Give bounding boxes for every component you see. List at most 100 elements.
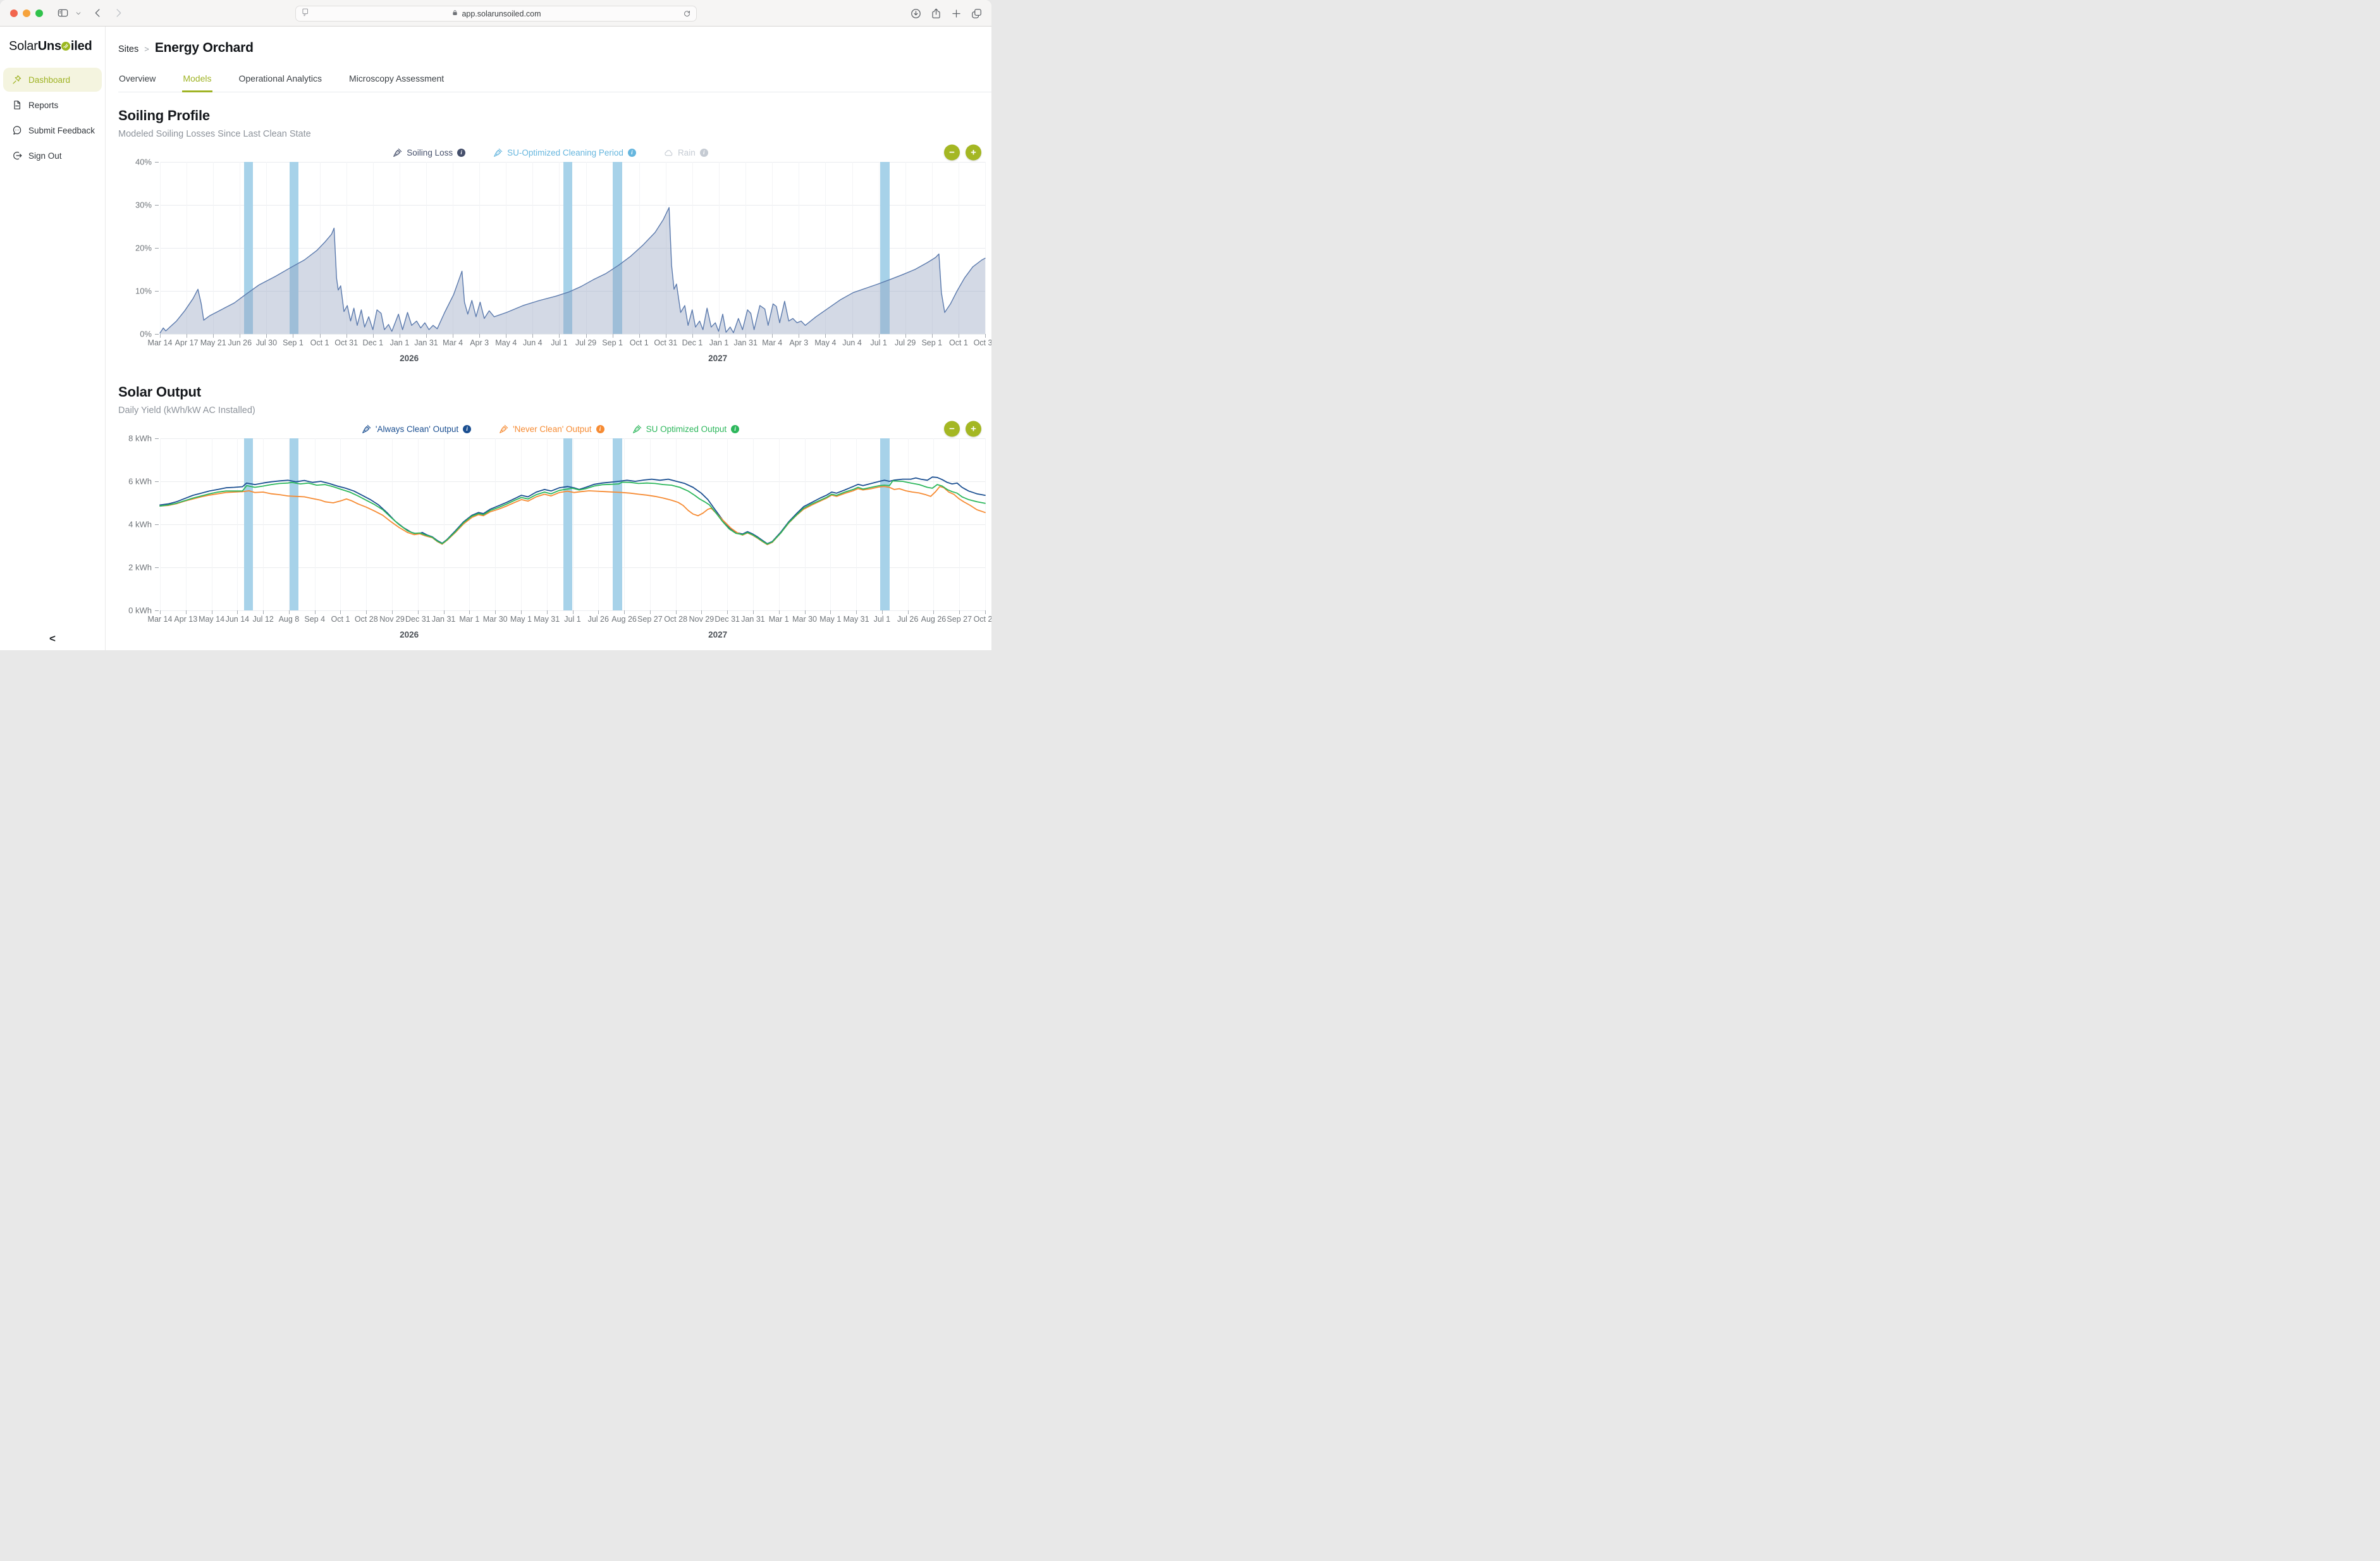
gridline [266, 162, 267, 334]
output-legend: 'Always Clean' Output i 'Never Clean' Outp… [160, 424, 941, 434]
gridline [745, 162, 747, 334]
zoom-in-button[interactable]: + [966, 421, 981, 437]
x-tick-label: Jun 4 [842, 338, 862, 347]
reload-icon[interactable] [683, 9, 691, 18]
legend-label: SU Optimized Output [646, 424, 727, 434]
tab-microscopy-assessment[interactable]: Microscopy Assessment [349, 73, 445, 83]
zoom-in-button[interactable]: + [966, 144, 981, 161]
x-tick-mark [443, 610, 445, 614]
x-tick-mark [495, 610, 496, 614]
output-legend-row: 'Always Clean' Output i 'Never Clean' Outp… [118, 421, 991, 437]
share-icon[interactable] [930, 8, 942, 20]
sidebar-item-sign-out[interactable]: Sign Out [3, 144, 102, 168]
address-bar[interactable]: app.solarunsoiled.com [295, 6, 697, 22]
downloads-icon[interactable] [910, 8, 922, 20]
legend-item-never-clean-output[interactable]: 'Never Clean' Output i [499, 424, 604, 434]
legend-item-always-clean-output[interactable]: 'Always Clean' Output i [362, 424, 472, 434]
x-tick-label: May 1 [819, 615, 842, 624]
x-tick-mark [985, 610, 986, 614]
legend-item-soiling-loss[interactable]: Soiling Loss i [393, 148, 466, 157]
x-tick-mark [559, 334, 560, 338]
legend-item-su-optimized-cleaning-period[interactable]: SU-Optimized Cleaning Period i [493, 148, 636, 157]
x-tick-mark [692, 334, 693, 338]
x-tick-label: May 21 [200, 338, 226, 347]
x-tick-mark [727, 610, 728, 614]
chevron-down-icon[interactable] [75, 10, 82, 16]
legend-item-rain[interactable]: Rain i [664, 148, 708, 157]
x-tick-label: Aug 26 [611, 615, 637, 624]
zoom-out-button[interactable]: − [944, 421, 960, 437]
gridline [160, 162, 161, 334]
info-icon[interactable]: i [699, 148, 708, 157]
close-window-button[interactable] [10, 9, 18, 17]
sidebar-item-submit-feedback[interactable]: Submit Feedback [3, 118, 102, 142]
sidebar-item-label: Submit Feedback [28, 125, 95, 135]
x-tick-label: Oct 28 [664, 615, 688, 624]
y-tick-label: 20% [135, 243, 152, 253]
x-tick-label: May 31 [843, 615, 869, 624]
sidebar-toggle-icon[interactable] [57, 7, 69, 19]
sidebar-collapse-button[interactable]: < [49, 632, 56, 645]
gridline [649, 438, 651, 610]
output-plot-area[interactable]: 8 kWh 6 kWh 4 kWh 2 kWh 0 kWh [128, 434, 985, 615]
gridline [825, 162, 826, 334]
x-tick-label: Jul 12 [252, 615, 274, 624]
x-tick-label: Apr 3 [470, 338, 489, 347]
gridline [905, 162, 906, 334]
sidebar-item-reports[interactable]: Reports [3, 93, 102, 117]
tab-overview[interactable]: Overview [119, 73, 156, 83]
gridline [692, 162, 693, 334]
new-tab-icon[interactable] [950, 8, 962, 20]
x-tick-label: Jul 1 [564, 615, 581, 624]
cleaning-period-band [289, 162, 299, 334]
tab-operational-analytics[interactable]: Operational Analytics [238, 73, 322, 83]
gridline [852, 162, 853, 334]
tab-models[interactable]: Models [182, 67, 212, 92]
back-button[interactable] [92, 7, 104, 19]
minimize-window-button[interactable] [23, 9, 30, 17]
x-tick-label: Jul 1 [873, 615, 891, 624]
x-tick-label: Sep 1 [602, 338, 623, 347]
x-tick-label: Dec 31 [715, 615, 740, 624]
x-tick-mark [160, 610, 161, 614]
breadcrumb-sites-link[interactable]: Sites [118, 44, 139, 54]
always-clean-output-line [160, 477, 985, 543]
section-subtitle-output: Daily Yield (kWh/kW AC Installed) [118, 405, 255, 416]
year-label: 2026 [400, 630, 419, 639]
x-tick-label: Mar 14 [147, 615, 173, 624]
cloud-icon [664, 148, 673, 157]
forward-button[interactable] [113, 7, 125, 19]
page-title: Energy Orchard [154, 40, 254, 55]
gridline [572, 438, 574, 610]
sidebar-item-dashboard[interactable]: Dashboard [3, 68, 102, 92]
sidebar-item-label: Sign Out [28, 151, 62, 161]
x-tick-mark [985, 334, 986, 338]
info-icon[interactable]: i [457, 148, 466, 157]
page-settings-icon[interactable] [301, 8, 310, 20]
y-tick-label: 0 kWh [128, 605, 152, 615]
gridline [520, 438, 522, 610]
tab-overview-icon[interactable] [971, 8, 983, 20]
zoom-out-button[interactable]: − [944, 144, 960, 161]
y-tick-label: 2 kWh [128, 562, 152, 572]
x-tick-label: Oct 31 [973, 338, 991, 347]
info-icon[interactable]: i [596, 424, 604, 433]
info-icon[interactable]: i [731, 424, 740, 433]
sidebar-item-label: Dashboard [28, 75, 71, 85]
x-tick-mark [852, 334, 853, 338]
x-tick-label: Jul 26 [587, 615, 609, 624]
info-icon[interactable]: i [627, 148, 636, 157]
zoom-window-button[interactable] [35, 9, 43, 17]
gridline [160, 205, 985, 206]
gridline [778, 438, 780, 610]
x-tick-label: Oct 1 [310, 338, 329, 347]
x-tick-mark [745, 334, 747, 338]
x-tick-label: Jan 1 [709, 338, 729, 347]
info-icon[interactable]: i [463, 424, 472, 433]
tab-bar: Overview Models Operational Analytics Micro… [118, 67, 991, 92]
legend-item-su-optimized-output[interactable]: SU Optimized Output i [632, 424, 740, 434]
document-icon [12, 100, 22, 110]
soiling-plot-area[interactable]: 40% 30% 20% 10% 0% [135, 157, 986, 339]
soiling-series-canvas [160, 162, 985, 334]
x-tick-mark [649, 610, 651, 614]
